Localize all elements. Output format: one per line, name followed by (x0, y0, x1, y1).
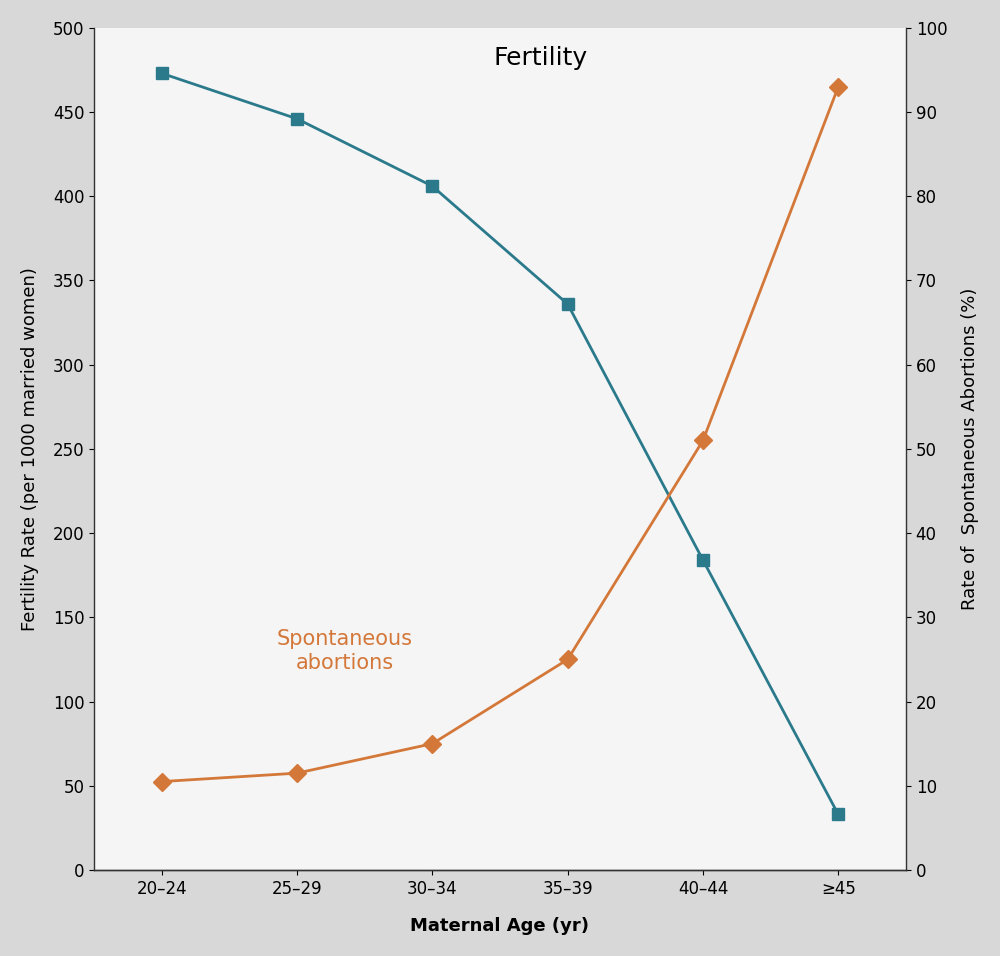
Y-axis label: Fertility Rate (per 1000 married women): Fertility Rate (per 1000 married women) (21, 267, 39, 631)
Text: Spontaneous
abortions: Spontaneous abortions (276, 629, 412, 673)
Text: Fertility: Fertility (494, 46, 588, 70)
Y-axis label: Rate of  Spontaneous Abortions (%): Rate of Spontaneous Abortions (%) (961, 288, 979, 610)
X-axis label: Maternal Age (yr): Maternal Age (yr) (411, 917, 590, 935)
